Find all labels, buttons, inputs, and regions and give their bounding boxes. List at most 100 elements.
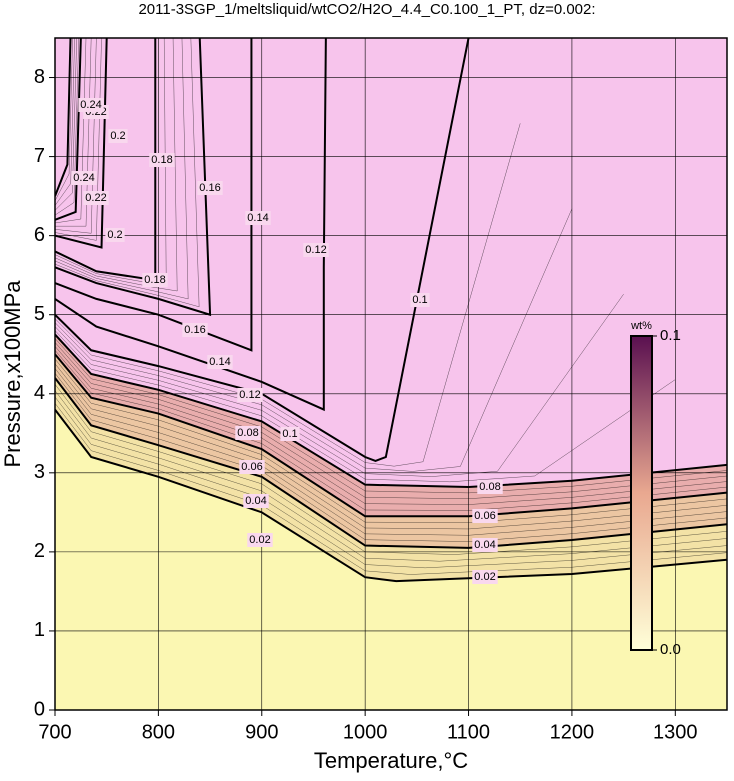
contour-label: 0.16 <box>184 324 205 336</box>
minor-contour <box>55 208 573 472</box>
x-tick-label: 1200 <box>550 721 595 743</box>
minor-contour <box>55 38 77 211</box>
minor-contour <box>55 38 200 308</box>
y-tick-label: 2 <box>34 540 45 562</box>
colorbar-label: wt% <box>630 320 652 332</box>
contour-label: 0.14 <box>209 356 230 368</box>
contour-label: 0.24 <box>80 99 101 111</box>
contour-label-bg <box>108 129 128 143</box>
minor-contour <box>55 358 727 523</box>
minor-contour <box>55 330 676 483</box>
x-tick-label: 1300 <box>653 721 698 743</box>
minor-contour <box>55 346 727 505</box>
contour-label: 0.16 <box>199 182 220 194</box>
contour-label-bg <box>472 509 498 523</box>
contour-label-bg <box>142 273 168 287</box>
contour-line <box>55 377 727 549</box>
contour-label: 0.12 <box>239 389 260 401</box>
contour-line <box>55 408 727 583</box>
colorbar <box>630 335 653 651</box>
minor-contour <box>55 38 178 292</box>
contour-label-bg <box>105 228 125 242</box>
contour-line <box>55 353 727 518</box>
contour-label-bg <box>303 243 329 257</box>
contour-label-bg <box>247 533 273 547</box>
x-tick-label: 900 <box>245 721 278 743</box>
contour-label: 0.08 <box>237 427 258 439</box>
minor-contour <box>55 363 727 530</box>
minor-contour <box>55 373 727 542</box>
contour-label-bg <box>237 388 263 402</box>
minor-contour <box>55 396 727 569</box>
contour-line <box>55 38 212 317</box>
contour-line <box>55 38 470 463</box>
contour-label-bg <box>149 153 175 167</box>
y-tick-label: 6 <box>34 224 45 246</box>
contour-label: 0.22 <box>85 192 106 204</box>
minor-contour <box>55 38 80 216</box>
contour-line <box>55 333 727 489</box>
y-tick-label: 8 <box>34 66 45 88</box>
contour-fill <box>55 38 727 488</box>
contour-label: 0.2 <box>110 130 125 142</box>
contour-label: 0.18 <box>144 274 165 286</box>
contour-label: 0.06 <box>474 510 495 522</box>
contour-label-bg <box>472 570 498 584</box>
contour-label-bg <box>83 191 109 205</box>
contour-label-bg <box>207 355 233 369</box>
contour-label: 0.1 <box>282 428 297 440</box>
contour-label-bg <box>71 171 97 185</box>
y-tick-label: 0 <box>34 698 45 720</box>
plot-frame <box>54 37 728 711</box>
contour-label: 0.14 <box>247 212 268 224</box>
contour-label: 0.02 <box>474 571 495 583</box>
minor-contour <box>55 384 727 555</box>
contour-label-bg <box>78 98 104 112</box>
colorbar-tick-label: 0.0 <box>660 641 681 658</box>
minor-contour <box>55 390 727 562</box>
contour-line <box>55 38 72 197</box>
plot-area: 0.02 0.02 0.04 0.04 0.06 0.06 0.08 0.08 0.1 0.1 0.… <box>55 38 727 710</box>
y-tick-label: 5 <box>34 303 45 325</box>
minor-contour <box>55 403 727 575</box>
minor-contour <box>55 38 73 201</box>
contour-line <box>55 38 82 221</box>
contour-label-bg <box>197 181 223 195</box>
contour-label-bg <box>280 427 300 441</box>
minor-contour <box>55 342 727 500</box>
contour-label: 0.12 <box>305 244 326 256</box>
y-tick-label: 4 <box>34 382 45 404</box>
contour-label: 0.08 <box>479 481 500 493</box>
x-tick-label: 1100 <box>447 721 490 743</box>
contour-label-bg <box>477 480 503 494</box>
minor-contour <box>55 294 624 477</box>
contour-label-bg <box>235 426 261 440</box>
x-tick-label: 700 <box>38 721 71 743</box>
minor-contour <box>55 338 727 494</box>
contour-label-bg <box>472 538 498 552</box>
contour-label: 0.2 <box>107 229 122 241</box>
minor-contour <box>55 350 727 511</box>
contour-label: 0.04 <box>474 539 495 551</box>
colorbar-tick-label: 0.1 <box>660 327 681 344</box>
minor-contour <box>55 123 521 467</box>
x-tick-label: 1000 <box>343 721 388 743</box>
x-tick-label: 800 <box>142 721 175 743</box>
contour-line <box>55 38 327 412</box>
contour-label-bg <box>243 494 269 508</box>
contour-label-bg <box>410 293 430 307</box>
y-tick-label: 1 <box>34 619 45 641</box>
y-axis-label: Pressure,x100MPa <box>0 280 25 468</box>
chart-title: 2011-3SGP_1/meltsliquid/wtCO2/H2O_4.4_C0… <box>138 1 595 18</box>
contour-label: 0.02 <box>249 534 270 546</box>
minor-contour <box>55 368 727 536</box>
y-tick-label: 7 <box>34 145 45 167</box>
contour-label: 0.18 <box>151 154 172 166</box>
minor-contour <box>55 38 189 300</box>
contour-label-bg <box>239 460 265 474</box>
contour-label-bg <box>245 211 271 225</box>
y-tick-label: 3 <box>34 461 45 483</box>
overlay: 700 800 900 1000 1100 1200 1300 0 1 2 3 4 5 6 7 8 wt% 0.0… <box>34 37 728 743</box>
contour-label: 0.04 <box>245 495 266 507</box>
